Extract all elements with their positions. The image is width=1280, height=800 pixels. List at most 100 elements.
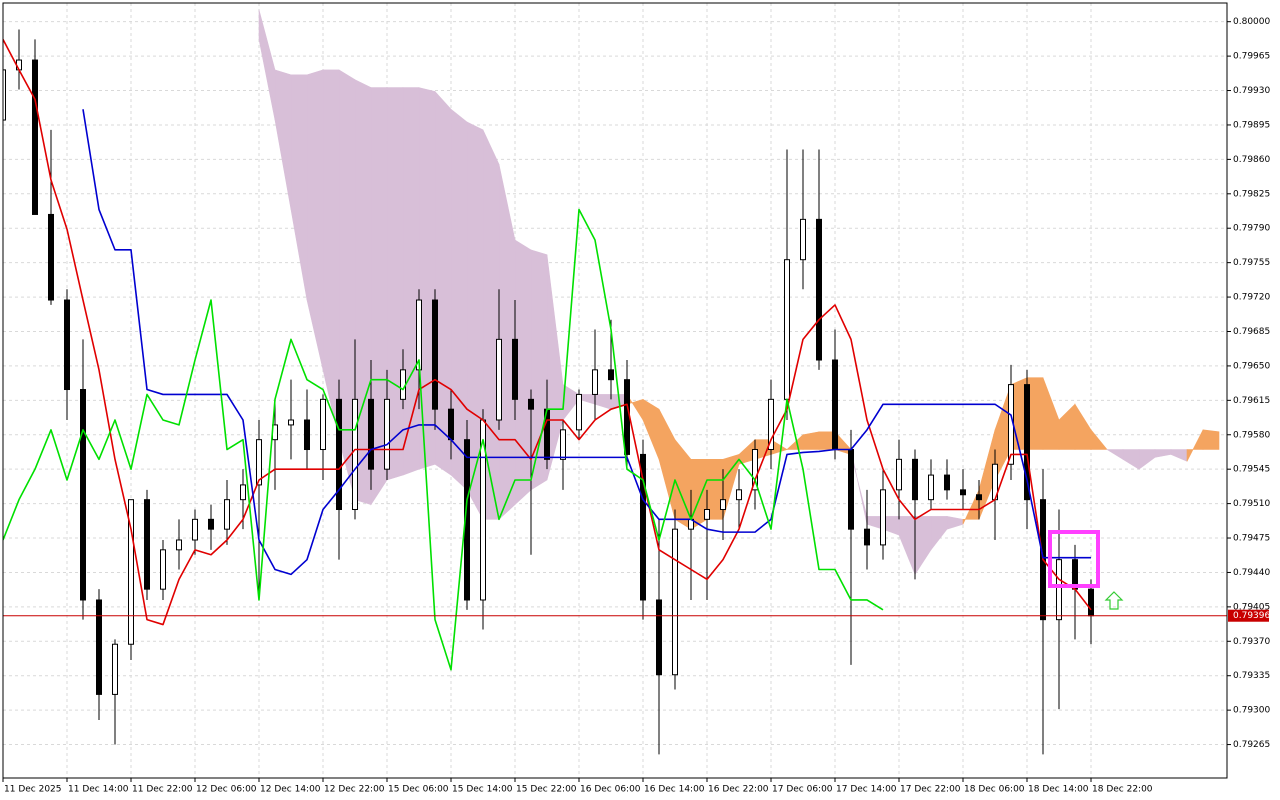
candle-body bbox=[560, 429, 566, 460]
candle-body bbox=[896, 458, 902, 491]
candle-body bbox=[48, 213, 54, 301]
candle-body bbox=[608, 369, 614, 381]
candle-body bbox=[160, 549, 166, 590]
y-tick-label: 0.79650 bbox=[1233, 361, 1270, 371]
x-tick-label: 17 Dec 06:00 bbox=[772, 785, 833, 795]
x-tick-label: 15 Dec 06:00 bbox=[388, 785, 449, 795]
cloud-segment bbox=[1090, 428, 1108, 450]
candle-body bbox=[800, 218, 806, 261]
x-tick-label: 15 Dec 14:00 bbox=[452, 785, 513, 795]
candle-body bbox=[624, 379, 630, 455]
y-tick-label: 0.79370 bbox=[1233, 637, 1270, 647]
y-tick-label: 0.79405 bbox=[1233, 602, 1270, 612]
candle-body bbox=[736, 489, 742, 501]
candle-body bbox=[80, 389, 86, 601]
x-tick-label: 12 Dec 22:00 bbox=[324, 785, 385, 795]
candle-body bbox=[528, 398, 534, 410]
candle-body bbox=[1024, 384, 1030, 501]
x-tick-label: 11 Dec 2025 bbox=[4, 785, 62, 795]
candle-body bbox=[1088, 588, 1094, 617]
candle-body bbox=[96, 599, 102, 695]
candle-body bbox=[816, 218, 822, 361]
y-tick-label: 0.79930 bbox=[1233, 86, 1270, 96]
candle-body bbox=[640, 453, 646, 601]
indicator-line bbox=[3, 208, 884, 671]
current-price-box bbox=[1228, 609, 1269, 622]
candle-body bbox=[3, 69, 6, 121]
y-tick-label: 0.79615 bbox=[1233, 396, 1270, 406]
candle-body bbox=[224, 499, 230, 530]
candle-body bbox=[304, 419, 310, 451]
candle-body bbox=[192, 518, 198, 541]
candle-body bbox=[784, 259, 790, 400]
candle-body bbox=[752, 449, 758, 491]
current-price-label: 0.79396 bbox=[1233, 611, 1270, 621]
candle-body bbox=[672, 528, 678, 676]
y-tick-label: 0.79510 bbox=[1233, 499, 1270, 509]
candle-body bbox=[976, 494, 982, 501]
candle-body bbox=[848, 449, 854, 530]
x-tick-label: 18 Dec 14:00 bbox=[1028, 785, 1089, 795]
x-tick-label: 16 Dec 14:00 bbox=[644, 785, 705, 795]
cloud-segment bbox=[1202, 429, 1220, 450]
x-tick-label: 16 Dec 22:00 bbox=[708, 785, 769, 795]
x-tick-label: 18 Dec 22:00 bbox=[1092, 785, 1153, 795]
candle-body bbox=[352, 398, 358, 511]
x-tick-label: 11 Dec 14:00 bbox=[68, 785, 129, 795]
candle-body bbox=[912, 458, 918, 501]
y-tick-label: 0.80000 bbox=[1233, 17, 1270, 27]
candle-body bbox=[496, 338, 502, 421]
x-tick-label: 12 Dec 06:00 bbox=[196, 785, 257, 795]
y-tick-label: 0.79580 bbox=[1233, 430, 1270, 440]
y-tick-label: 0.79755 bbox=[1233, 258, 1270, 268]
candle-body bbox=[704, 509, 710, 520]
indicator-line bbox=[82, 109, 1091, 576]
candle-body bbox=[384, 398, 390, 470]
candle-body bbox=[864, 528, 870, 546]
y-tick-label: 0.79720 bbox=[1233, 293, 1270, 303]
candle-body bbox=[720, 499, 726, 511]
candle-body bbox=[768, 398, 774, 451]
candle-body bbox=[928, 474, 934, 501]
candle-body bbox=[128, 499, 134, 645]
y-tick-label: 0.79300 bbox=[1233, 706, 1270, 716]
x-tick-label: 15 Dec 22:00 bbox=[516, 785, 577, 795]
y-tick-label: 0.79685 bbox=[1233, 327, 1270, 337]
plot-area bbox=[3, 3, 1227, 778]
x-tick-label: 11 Dec 22:00 bbox=[132, 785, 193, 795]
candle-body bbox=[592, 369, 598, 395]
plot-frame bbox=[2, 2, 1228, 779]
candle-body bbox=[960, 489, 966, 496]
candle-body bbox=[288, 419, 294, 426]
candle-body bbox=[112, 643, 118, 695]
candle-body bbox=[576, 393, 582, 431]
candle-body bbox=[656, 599, 662, 676]
x-tick-label: 17 Dec 14:00 bbox=[836, 785, 897, 795]
candle-body bbox=[64, 299, 70, 391]
candle-body bbox=[336, 398, 342, 511]
candle-body bbox=[832, 359, 838, 451]
cloud-segment bbox=[802, 431, 820, 450]
y-tick-label: 0.79335 bbox=[1233, 671, 1270, 681]
y-tick-label: 0.79965 bbox=[1233, 52, 1270, 62]
candle-body bbox=[144, 499, 150, 590]
y-tick-label: 0.79475 bbox=[1233, 534, 1270, 544]
axes: 0.79265 0.79300 0.79335 0.79370 0.79405 0.794… bbox=[2, 17, 1270, 795]
indicator-line bbox=[3, 39, 1092, 626]
y-tick-label: 0.79790 bbox=[1233, 224, 1270, 234]
candle-body bbox=[400, 369, 406, 400]
y-tick-label: 0.79265 bbox=[1233, 740, 1270, 750]
candle-body bbox=[1056, 559, 1062, 621]
candle-body bbox=[32, 59, 38, 215]
candle-body bbox=[208, 518, 214, 530]
y-tick-label: 0.79440 bbox=[1233, 568, 1270, 578]
y-tick-label: 0.79545 bbox=[1233, 465, 1270, 475]
x-tick-label: 18 Dec 06:00 bbox=[964, 785, 1025, 795]
y-tick-label: 0.79825 bbox=[1233, 189, 1270, 199]
x-tick-label: 12 Dec 14:00 bbox=[260, 785, 321, 795]
y-tick-label: 0.79895 bbox=[1233, 120, 1270, 130]
candle-body bbox=[448, 408, 454, 441]
candle-body bbox=[256, 439, 262, 486]
